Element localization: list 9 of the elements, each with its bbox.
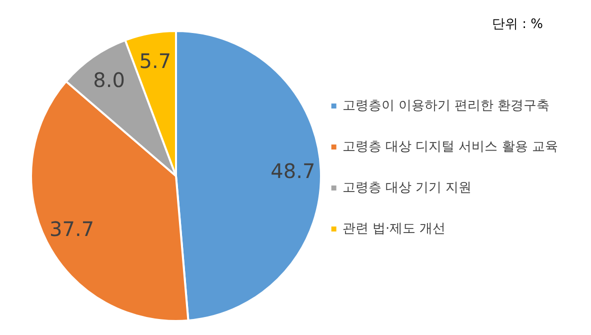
data-label: 5.7 [139, 48, 172, 73]
data-label: 48.7 [270, 159, 316, 184]
legend-label: 고령층 대상 기기 지원 [342, 180, 472, 196]
legend-label: 고령층이 이용하기 편리한 환경구축 [342, 98, 550, 114]
legend-label: 관련 법·제도 개선 [342, 222, 446, 236]
legend-label: 고령층 대상 디지털 서비스 활용 교육 [342, 140, 558, 154]
text: 단위 : % [492, 17, 544, 32]
data-label: 8.0 [93, 68, 125, 92]
data-label: 37.7 [50, 217, 94, 242]
